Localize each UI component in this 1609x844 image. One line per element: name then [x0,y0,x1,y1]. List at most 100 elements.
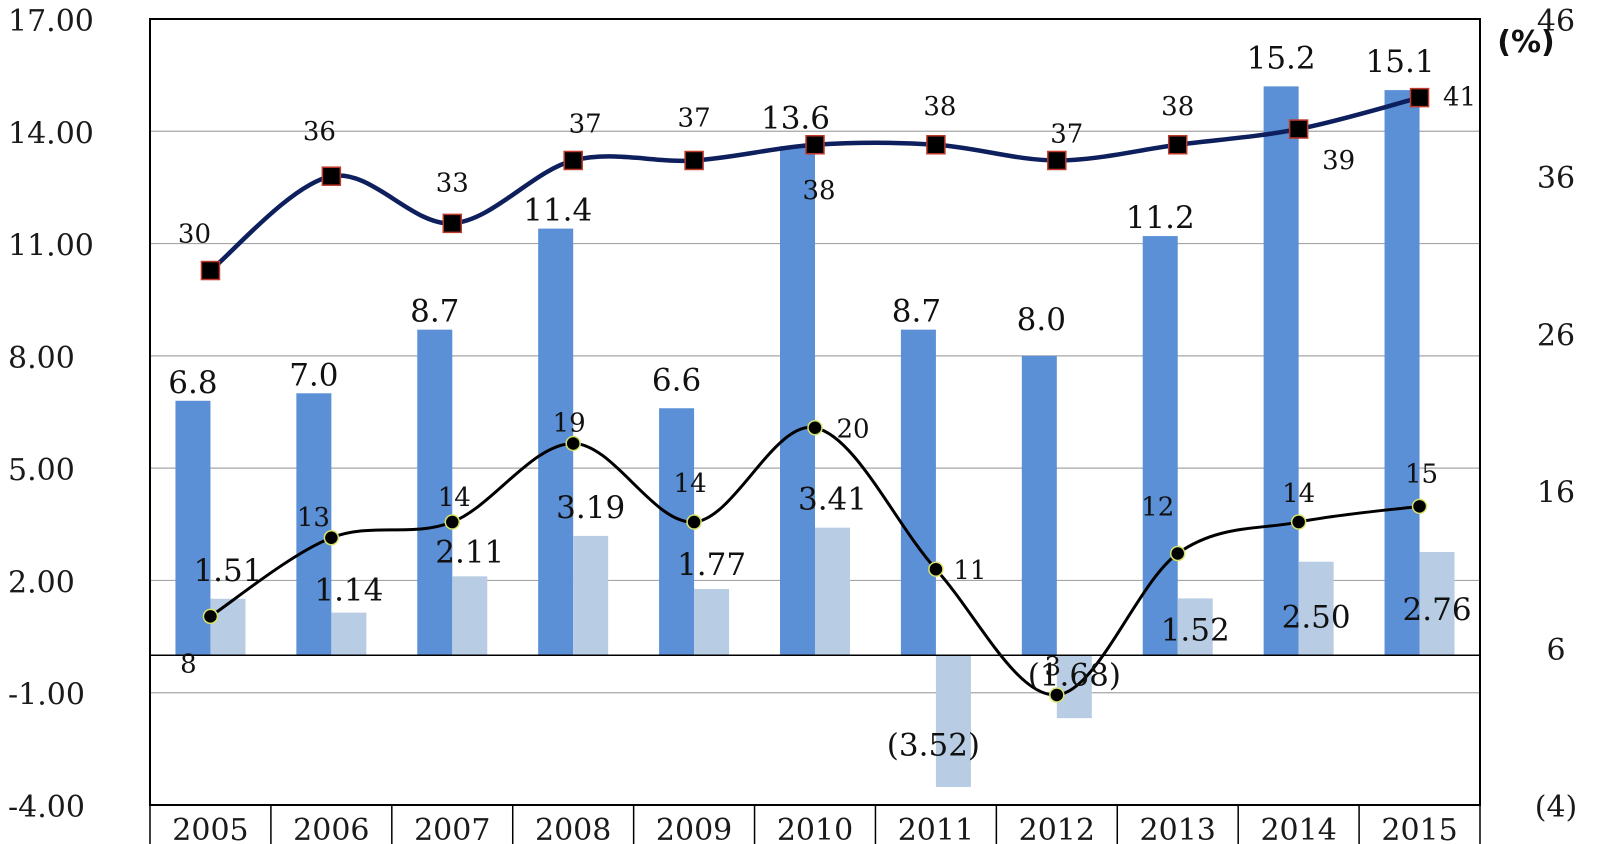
bar-primary [296,393,332,656]
category-label: 2013 [1140,813,1216,844]
circle-marker [1169,545,1186,562]
bar-primary-label: 13.6 [761,100,830,136]
bar-primary-label: 8.7 [410,294,459,330]
lines [200,87,1430,703]
bar-secondary-label: (3.52) [887,727,980,763]
line-upper-label: 36 [303,117,336,147]
bar-primary-label: 11.2 [1126,200,1195,236]
circle-marker [202,608,219,625]
square-marker [200,260,221,281]
right-axis-tick: 16 [1537,476,1575,511]
bar-secondary-label: 3.19 [556,490,625,526]
line-upper-label: 38 [802,176,835,206]
left-axis-tick: 5.00 [8,453,75,488]
square-marker [684,150,704,171]
square-marker [1047,150,1067,171]
line-upper-label: 33 [436,168,469,198]
bar-secondary [452,576,488,656]
square-marker [1288,119,1309,139]
category-label: 2009 [656,813,732,844]
right-axis-unit: (%) [1497,25,1554,60]
bar-primary [417,329,453,656]
left-axis-tick: 8.00 [8,341,75,376]
bar-secondary-label: 2.11 [435,534,504,570]
bar-primary-label: 15.1 [1366,44,1435,80]
line-lower-label: 14 [438,483,471,513]
bar-secondary-label: 1.51 [193,553,262,589]
category-label: 2006 [293,813,369,844]
right-axis-tick: 6 [1546,633,1565,668]
axes: 17.00 14.00 11.00 8.00 5.00 2.00 -1.00 -4.00 46 3… [8,4,1577,844]
line-lower-label: 15 [1405,459,1438,489]
line-upper-label: 37 [569,109,602,139]
bar-secondary [815,527,850,656]
bar-secondary-label: (1.68) [1028,657,1121,693]
bar-secondary-label: 1.14 [314,573,383,609]
right-axis-tick: (4) [1535,790,1578,825]
bar-primary-label: 8.0 [1017,302,1066,338]
bar-secondary [935,655,971,788]
bar-secondary [1298,561,1334,656]
category-label: 2012 [1019,813,1095,844]
line-lower-label: 13 [297,503,330,533]
right-axis-tick: 26 [1537,318,1575,353]
line-upper-label: 38 [1161,92,1194,122]
line-lower-label: 19 [553,408,586,438]
square-marker [926,135,946,155]
category-label: 2015 [1381,813,1457,844]
right-axis-tick: 36 [1537,161,1575,196]
line-upper-label: 41 [1443,83,1476,113]
circle-marker [686,514,702,530]
circle-marker [323,530,340,546]
bar-primary [1384,90,1420,656]
circle-marker [928,561,944,577]
line-lower-label: 3 [1045,652,1062,682]
square-marker [442,213,463,234]
line-lower-label: 12 [1141,492,1174,522]
line-lower-label: 11 [953,556,986,586]
circle-marker [565,435,581,452]
bar-primary [900,329,936,656]
left-axis-tick: 2.00 [8,565,75,600]
bar-primary-label: 15.2 [1247,40,1316,76]
category-label: 2014 [1260,813,1336,844]
bar-secondary-label: 1.52 [1161,612,1230,648]
data-labels: 6.8 7.0 8.7 11.4 6.6 13.6 8.7 8.0 11.2 15.2 15.1 1.… [168,40,1476,763]
line-lower-label: 8 [180,649,197,679]
bar-primary-label: 11.4 [523,193,592,229]
bar-secondary-label: 1.77 [677,547,746,583]
circle-marker [1411,498,1428,515]
circle-marker [1049,687,1065,703]
category-label: 2005 [172,813,248,844]
bar-secondary [331,612,367,656]
line-upper-label: 37 [678,103,711,133]
bar-primary [780,146,815,656]
bars [175,86,1455,788]
bar-primary [1142,236,1178,656]
circle-marker [807,419,823,436]
bar-secondary-label: 3.41 [798,482,867,518]
square-marker [1167,135,1188,155]
bar-primary [1263,86,1299,656]
bar-secondary [694,589,730,656]
line-lower-label: 20 [836,415,869,445]
bar-primary-label: 6.8 [168,365,217,401]
left-axis-tick: 14.00 [8,116,94,151]
square-marker [1409,87,1430,108]
line-upper-label: 37 [1050,119,1083,149]
bar-secondary [210,598,246,656]
left-axis-tick: 17.00 [8,4,94,39]
bar-secondary [573,535,609,656]
category-label: 2011 [898,813,974,844]
bar-primary-label: 8.7 [892,294,941,330]
bar-secondary-label: 2.76 [1403,592,1472,628]
bar-secondary [1419,551,1455,656]
category-label: 2008 [535,813,611,844]
circle-marker [1290,514,1307,530]
category-label: 2010 [777,813,853,844]
line-lower-label: 14 [1282,479,1315,509]
bar-secondary [1177,598,1213,656]
left-axis-tick: 11.00 [8,229,94,264]
bar-primary-label: 7.0 [289,357,338,393]
square-marker [563,150,583,171]
